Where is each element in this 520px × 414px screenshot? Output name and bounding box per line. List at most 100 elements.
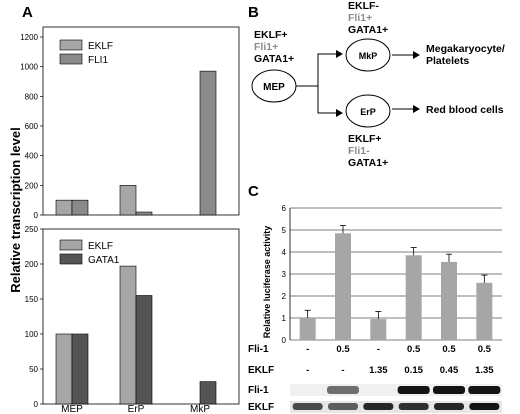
blot-fli1-band-2 [327,386,359,394]
erp-node [345,94,391,128]
luciferase-bar-3 [370,319,387,340]
c-ytick-label: 1 [282,314,287,323]
luciferase-bar-1 [299,318,316,340]
panel-c-ylabel: Relative luciferase activity [262,226,272,339]
western-blot-bands [292,386,501,410]
panel-a-letter: A [22,4,33,21]
mkp-node [345,38,391,72]
megakaryocyte-label: Megakaryocyte/ [426,43,505,55]
bottom-ytick-label: 100 [25,330,39,339]
fli1-amount-3: - [377,344,380,355]
fli1-amount-6: 0.5 [478,344,492,355]
blot-fli1-band-6 [468,386,501,394]
red-blood-cells-label: Red blood cells [426,104,504,116]
eklf-amount-1: - [306,365,309,376]
bottom-ytick-label: 200 [25,260,39,269]
top-ytick-label: 1200 [20,33,38,42]
arrow-mep-to-mkp [296,53,336,87]
blot-eklf-band-6 [469,403,500,410]
c-ytick-label: 2 [282,292,287,301]
top-ytick-label: 400 [25,152,39,161]
x-label-erp: ErP [128,404,145,414]
fli1-row-label: Fli-1 [248,344,269,355]
blot-fli1-band-5 [433,386,465,394]
blot-eklf-band-3 [363,403,394,410]
blot-eklf-band-2 [328,403,358,410]
bottom-chart: 0 50 100 150 200 250 [25,225,217,409]
erp-eklf-status: EKLF+ [348,133,382,145]
mkp-eklf-status: EKLF- [348,0,379,12]
eklf-amount-5: 0.45 [440,365,459,376]
top-ytick-label: 1000 [20,63,38,72]
fli1-amount-4: 0.5 [407,344,421,355]
top-bar-eklf-erp [119,185,137,216]
fli1-amount-2: 0.5 [336,344,350,355]
blot-eklf-band-5 [434,403,464,410]
arrowhead-mkp [336,50,343,58]
top-bar-fli1-erp [135,211,153,216]
bottom-ytick-label: 50 [29,365,38,374]
mkp-gata1-status: GATA1+ [348,24,388,36]
blot-eklf-band-1 [292,403,323,410]
condition-rows: - 0.5 - 0.5 0.5 0.5 - - 1.35 0.15 0.45 1.35 [306,344,494,376]
c-ytick-label: 4 [282,248,287,257]
c-ytick-label: 5 [282,226,287,235]
bottom-bar-eklf-mep [55,333,73,405]
top-ytick-label: 800 [25,92,39,101]
luciferase-bar-4 [405,255,422,340]
arrowhead-erp [336,109,343,117]
bottom-bar-eklf-erp [119,265,137,405]
legend-swatch-eklf-bottom [59,239,83,251]
legend-swatch-gata1 [59,253,83,265]
top-ytick-label: 200 [25,181,39,190]
bottom-bar-gata1-mkp [199,381,217,405]
mep-eklf-status: EKLF+ [254,29,288,41]
mep-node-label: MEP [263,82,285,93]
arrowhead-erp-out [413,105,420,113]
eklf-amount-4: 0.15 [404,365,423,376]
mkp-fli1-status: Fli1+ [348,12,372,24]
bottom-bar-gata1-erp [135,295,153,405]
platelets-label: Platelets [426,55,469,67]
panel-b-letter: B [248,4,259,21]
top-chart: 0 200 400 600 800 1000 1200 [20,33,217,220]
eklf-amount-6: 1.35 [475,365,494,376]
top-bar-fli1-mkp [199,70,217,216]
luciferase-bar-5 [441,261,457,340]
mkp-node-label: MkP [359,51,378,61]
eklf-amount-3: 1.35 [369,365,388,376]
bottom-ytick-label: 150 [25,295,39,304]
x-label-mep: MEP [61,404,83,414]
legend-swatch-fli1 [59,53,83,65]
blot-eklf-label: EKLF [248,402,274,413]
blot-fli1-band-4 [397,386,430,394]
legend-label-eklf-top: EKLF [88,41,113,52]
mep-fli1-status: Fli1+ [254,41,278,53]
top-ytick-label: 600 [25,122,39,131]
x-label-mkp: MkP [190,404,210,414]
luciferase-chart: 0 1 2 3 4 5 6 [282,204,502,345]
panel-c-letter: C [248,183,259,200]
arrow-mep-to-erp [317,86,336,114]
c-ytick-label: 0 [282,336,287,345]
top-bar-eklf-mep [55,199,73,216]
legend-swatch-eklf-top [59,39,83,51]
blot-eklf-band-4 [398,403,429,410]
mep-gata1-status: GATA1+ [254,53,294,65]
bottom-ytick-label: 250 [25,225,39,234]
erp-node-label: ErP [360,107,376,117]
luciferase-bar-2 [335,233,351,340]
eklf-amount-2: - [341,365,344,376]
top-ytick-label: 0 [34,211,39,220]
panel-a-ylabel: Relative transcription level [8,127,23,292]
erp-fli1-status: Fli1- [348,145,370,157]
legend-label-eklf-bottom: EKLF [88,241,113,252]
eklf-row-label: EKLF [248,365,274,376]
legend-label-gata1: GATA1 [88,255,120,266]
c-ytick-label: 6 [282,204,287,213]
top-bar-fli1-mep [71,199,89,216]
bottom-ytick-label: 0 [34,400,39,409]
luciferase-bar-6 [476,282,493,340]
fli1-amount-5: 0.5 [442,344,456,355]
